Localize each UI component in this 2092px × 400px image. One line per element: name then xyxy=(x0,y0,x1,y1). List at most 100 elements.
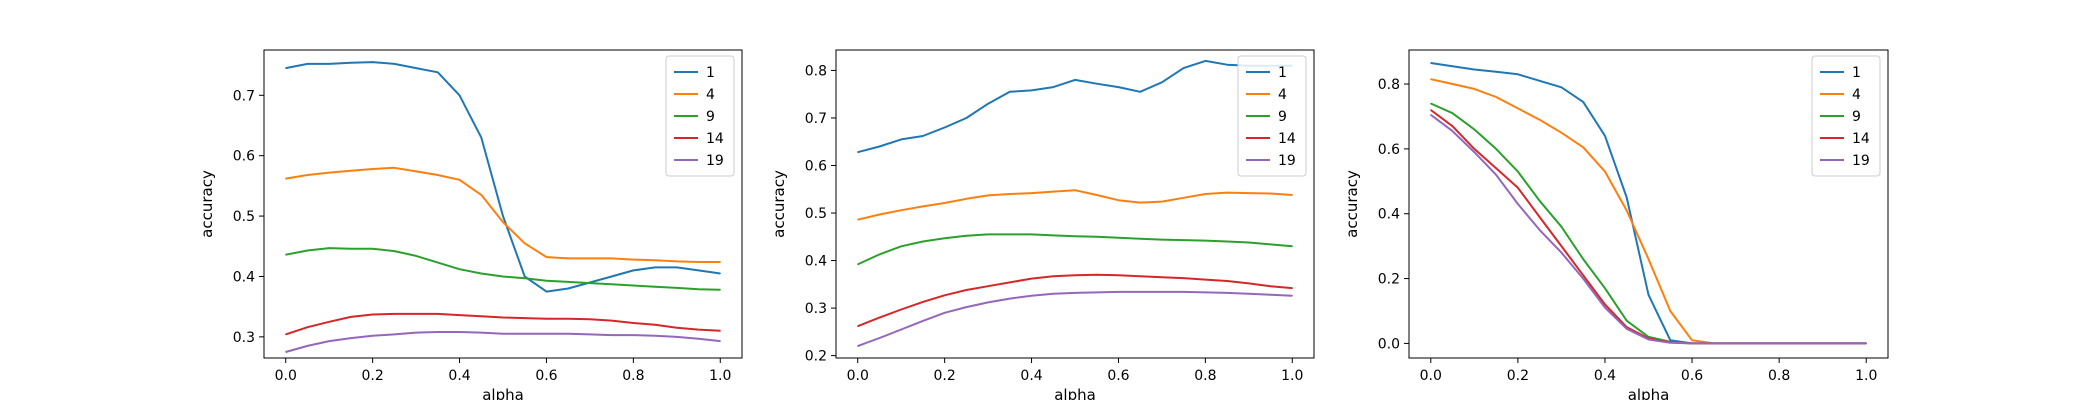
data-point-9 xyxy=(524,277,526,279)
data-point-14 xyxy=(480,315,482,317)
data-point-4 xyxy=(285,178,287,180)
plot-frame xyxy=(835,49,1315,359)
data-point-9 xyxy=(1269,243,1272,246)
data-point-14 xyxy=(697,329,700,331)
data-point-1 xyxy=(350,62,352,64)
data-point-1 xyxy=(611,275,613,278)
series-line-19 xyxy=(857,290,1293,348)
data-point-14 xyxy=(545,318,548,320)
data-point-1 xyxy=(567,287,569,290)
data-point-4 xyxy=(1691,339,1693,341)
data-point-1 xyxy=(480,136,482,139)
data-point-19 xyxy=(1626,328,1628,330)
data-point-1 xyxy=(1473,68,1475,71)
data-point-4 xyxy=(1560,132,1563,134)
data-point-14 xyxy=(611,319,613,322)
data-point-9 xyxy=(458,268,461,270)
data-point-9 xyxy=(589,282,591,284)
data-point-19 xyxy=(1734,342,1737,345)
data-point-14 xyxy=(1030,278,1033,280)
data-point-9 xyxy=(1473,128,1475,131)
data-point-19 xyxy=(415,332,417,334)
data-point-4 xyxy=(589,257,591,259)
data-point-14 xyxy=(857,325,859,327)
data-point-4 xyxy=(502,221,504,223)
data-point-1 xyxy=(1117,86,1120,88)
data-point-9 xyxy=(922,240,924,243)
data-point-1 xyxy=(719,272,721,275)
data-point-1 xyxy=(1604,135,1606,137)
data-point-19 xyxy=(328,340,330,342)
x-tick-label: 0.0 xyxy=(847,368,869,384)
data-point-19 xyxy=(654,335,656,337)
x-tick-label: 1.0 xyxy=(709,368,731,384)
y-tick-label: 0.6 xyxy=(1378,142,1400,158)
y-axis-label: accuracy xyxy=(770,170,788,238)
data-point-19 xyxy=(1074,292,1076,294)
legend-label: 14 xyxy=(706,131,724,147)
data-point-19 xyxy=(480,332,482,334)
data-point-14 xyxy=(922,301,924,303)
data-point-19 xyxy=(545,333,548,335)
series-line-1 xyxy=(857,59,1293,154)
data-point-4 xyxy=(965,198,967,200)
data-point-1 xyxy=(987,103,989,105)
data-point-19 xyxy=(306,345,309,347)
data-point-14 xyxy=(350,316,352,318)
data-point-14 xyxy=(1009,281,1011,284)
x-tick-label: 0.4 xyxy=(448,368,470,384)
data-point-19 xyxy=(1843,342,1846,345)
data-point-19 xyxy=(965,306,967,308)
series-line-9 xyxy=(285,247,721,291)
data-point-1 xyxy=(944,126,946,129)
legend-label: 9 xyxy=(1278,109,1287,125)
data-point-19 xyxy=(1096,291,1098,294)
data-point-4 xyxy=(611,257,613,259)
y-tick-label: 0.2 xyxy=(1378,272,1400,288)
data-point-19 xyxy=(1800,342,1802,345)
data-point-19 xyxy=(676,336,678,338)
series-line-4 xyxy=(857,189,1293,221)
x-tick-label: 1.0 xyxy=(1855,368,1877,384)
data-point-4 xyxy=(1604,170,1606,173)
legend-label: 19 xyxy=(706,153,724,169)
data-point-4 xyxy=(1096,194,1098,196)
data-point-1 xyxy=(632,269,634,272)
data-point-19 xyxy=(1560,252,1563,254)
data-point-19 xyxy=(1009,297,1011,300)
data-point-4 xyxy=(1539,119,1541,121)
data-point-4 xyxy=(1626,209,1628,212)
data-point-19 xyxy=(372,335,374,337)
data-point-14 xyxy=(987,285,989,287)
data-point-4 xyxy=(1291,194,1293,196)
data-point-14 xyxy=(654,324,656,326)
data-point-4 xyxy=(922,205,924,207)
data-point-1 xyxy=(393,63,395,65)
data-point-1 xyxy=(1582,101,1584,103)
data-point-9 xyxy=(480,272,482,275)
data-point-4 xyxy=(1139,201,1141,204)
data-point-14 xyxy=(1052,275,1054,277)
series-line-9 xyxy=(857,233,1293,266)
data-point-14 xyxy=(437,313,439,315)
data-point-19 xyxy=(1052,293,1054,295)
data-point-19 xyxy=(1451,130,1454,132)
legend-label: 1 xyxy=(1852,65,1861,81)
data-point-4 xyxy=(1117,199,1120,201)
series-line-14 xyxy=(857,273,1293,328)
data-point-19 xyxy=(1291,295,1293,297)
legend-label: 4 xyxy=(1852,87,1861,103)
plot-frame xyxy=(1408,49,1889,359)
x-axis-label: alpha xyxy=(482,386,524,400)
data-point-1 xyxy=(545,290,548,293)
data-point-1 xyxy=(415,67,417,69)
data-point-4 xyxy=(1669,310,1671,312)
data-point-4 xyxy=(719,261,721,263)
chart-panel-3: 0.0 0.2 0.4 0.6 0.8 1.0 0.0 0.2 0.4 0.6 0.8 alpha ac… xyxy=(1343,49,1889,400)
data-point-19 xyxy=(1604,307,1606,309)
data-point-1 xyxy=(1030,89,1033,92)
data-point-1 xyxy=(1183,67,1185,69)
data-point-9 xyxy=(1096,236,1098,238)
data-point-9 xyxy=(900,245,902,247)
x-tick-label: 0.8 xyxy=(1194,368,1216,384)
